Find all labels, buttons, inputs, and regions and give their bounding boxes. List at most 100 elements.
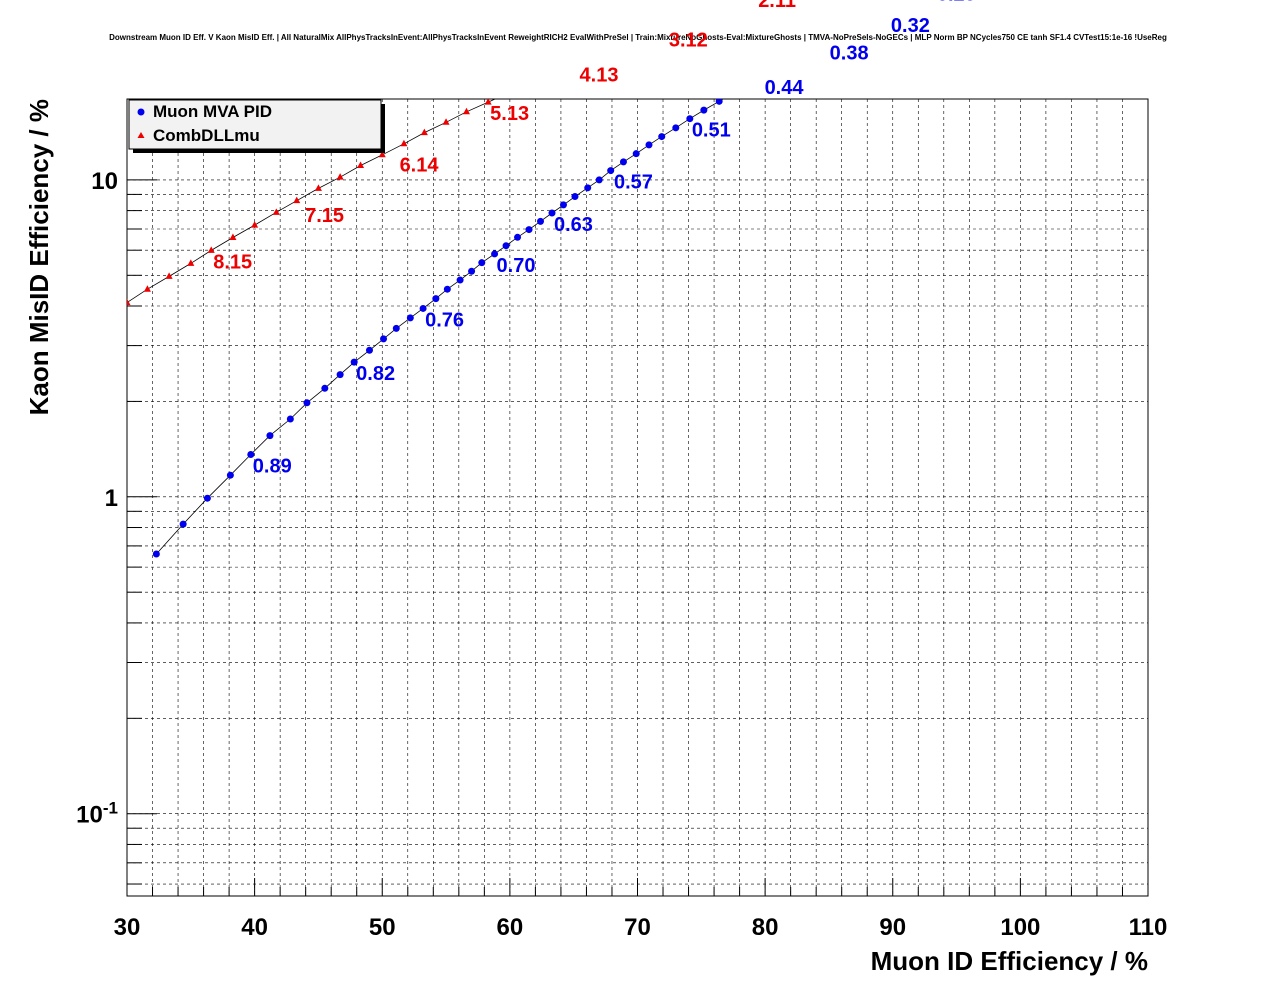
point-label: 0.70	[497, 255, 536, 277]
legend: Muon MVA PID CombDLLmu	[128, 99, 385, 153]
x-tick-label: 70	[624, 914, 651, 941]
data-point	[272, 208, 280, 215]
data-point	[645, 141, 653, 149]
data-point	[815, 41, 822, 48]
data-point	[506, 88, 513, 95]
data-point	[868, 13, 875, 20]
data-point	[443, 285, 451, 293]
point-label: 6.14	[400, 155, 440, 177]
data-point	[357, 161, 365, 169]
x-tick-label: 40	[241, 914, 268, 941]
y-tick-label: 10	[91, 168, 118, 195]
data-point	[595, 176, 603, 184]
data-point	[456, 276, 464, 284]
series-layer	[127, 0, 908, 558]
data-point	[571, 193, 579, 201]
data-point	[314, 184, 322, 191]
data-point	[802, 49, 809, 56]
data-point	[127, 298, 131, 306]
point-label: 2.11	[758, 0, 796, 12]
data-point	[420, 128, 428, 136]
data-point	[548, 69, 555, 76]
grid	[127, 99, 1148, 896]
data-point	[855, 20, 862, 27]
y-axis-title: Kaon MisID Efficiency / %	[24, 99, 54, 415]
data-point	[286, 415, 294, 423]
data-point	[788, 56, 795, 63]
data-point	[484, 99, 492, 105]
data-point	[891, 0, 898, 7]
data-point	[203, 494, 211, 502]
x-tick-label: 50	[369, 914, 396, 941]
data-point	[559, 201, 567, 209]
data-point	[525, 226, 533, 234]
x-tick-label: 60	[497, 914, 524, 941]
data-point	[619, 158, 627, 166]
chart-title: Downstream Muon ID Eff. V Kaon MisID Eff…	[109, 33, 1167, 42]
data-point	[336, 173, 344, 180]
point-labels: 0.89 0.82 0.76 0.70 0.63 0.57 0.51 0.44 0.38 0.32…	[213, 0, 976, 477]
data-point	[365, 346, 373, 354]
data-point	[611, 42, 618, 49]
data-point	[491, 250, 499, 258]
point-label: 4.13	[580, 64, 619, 86]
data-point	[745, 81, 752, 88]
data-point	[187, 259, 195, 266]
data-point	[631, 34, 638, 41]
legend-marker-muon-mva	[137, 108, 145, 116]
data-point	[303, 399, 311, 407]
data-point	[432, 295, 440, 303]
data-point	[548, 209, 556, 217]
data-point	[251, 221, 259, 228]
legend-label-muon-mva: Muon MVA PID	[153, 102, 272, 121]
data-point	[715, 99, 723, 105]
point-label: 0.63	[554, 214, 593, 236]
data-point	[700, 106, 708, 114]
y-tick-label: 10-1	[76, 799, 118, 829]
data-point	[658, 133, 666, 141]
point-label: 0.44	[765, 77, 805, 99]
x-tick-label: 110	[1129, 914, 1168, 941]
point-label: 0.76	[425, 309, 464, 331]
data-point	[514, 233, 522, 241]
data-point	[607, 167, 615, 175]
data-point	[694, 8, 701, 15]
data-point	[380, 335, 388, 343]
data-point	[879, 7, 886, 14]
point-label: 8.15	[213, 251, 252, 273]
data-point	[730, 90, 737, 97]
data-point	[207, 246, 215, 253]
x-tick-label: 30	[114, 914, 141, 941]
data-point	[829, 34, 836, 41]
point-label: 0.57	[614, 172, 653, 194]
x-tick-label: 80	[752, 914, 779, 941]
data-point	[406, 314, 414, 322]
data-point	[179, 520, 187, 528]
legend-label-combdllmu: CombDLLmu	[153, 126, 260, 145]
data-point	[400, 139, 408, 147]
data-point	[901, 0, 908, 1]
data-point	[591, 51, 598, 58]
point-label: 0.51	[692, 120, 731, 142]
legend-box	[128, 99, 382, 150]
point-label: 0.38	[830, 43, 869, 65]
data-point	[229, 233, 237, 241]
data-point	[569, 60, 576, 67]
data-point	[336, 371, 344, 379]
data-point	[143, 285, 151, 292]
data-point	[632, 150, 640, 158]
data-point	[527, 79, 534, 86]
data-point	[226, 471, 234, 479]
x-tick-label: 90	[879, 914, 906, 941]
data-point	[152, 550, 160, 558]
data-point	[537, 217, 545, 225]
point-label: 5.13	[490, 103, 529, 125]
data-point	[653, 25, 660, 32]
data-point	[774, 64, 781, 71]
data-point	[468, 267, 476, 275]
point-label: 0.25	[937, 0, 976, 5]
data-point	[478, 259, 486, 267]
data-point	[686, 115, 694, 123]
